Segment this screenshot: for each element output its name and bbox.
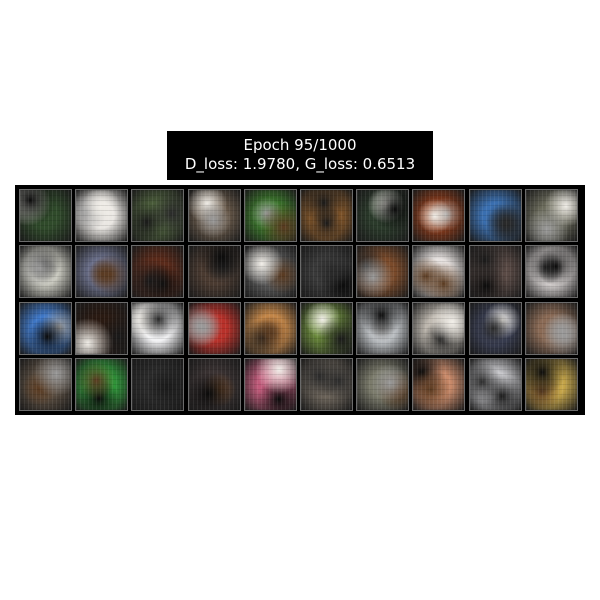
sample-image-r3-c9 (468, 301, 522, 355)
sample-image-r3-c1 (19, 301, 72, 355)
sample-image-r1-c3 (131, 189, 185, 242)
sample-image-r2-c4 (187, 245, 241, 299)
sample-image-r1-c4 (187, 189, 241, 242)
sample-image-r4-c4 (187, 357, 241, 411)
sample-image-r2-c2 (75, 245, 129, 299)
sample-image-r1-c1 (19, 189, 72, 242)
sample-image-r3-c4 (187, 301, 241, 355)
sample-image-r4-c7 (356, 357, 410, 411)
sample-image-r4-c1 (19, 357, 72, 411)
sample-image-r4-c6 (299, 357, 353, 411)
sample-image-r4-c3 (131, 357, 185, 411)
sample-image-r4-c8 (412, 357, 466, 411)
sample-image-r4-c10 (524, 357, 578, 411)
sample-image-r2-c1 (19, 245, 72, 299)
sample-image-r1-c7 (356, 189, 410, 242)
sample-image-r3-c5 (243, 301, 297, 355)
sample-image-r2-c10 (524, 245, 578, 299)
sample-image-r1-c6 (299, 189, 353, 242)
sample-image-r2-c7 (356, 245, 410, 299)
generated-samples-grid (15, 185, 585, 415)
figure-title: Epoch 95/1000 D_loss: 1.9780, G_loss: 0.… (167, 131, 433, 180)
sample-image-r1-c10 (524, 189, 578, 242)
sample-image-r1-c5 (243, 189, 297, 242)
sample-image-r1-c9 (468, 189, 522, 242)
sample-image-r3-c6 (299, 301, 353, 355)
sample-image-r4-c9 (468, 357, 522, 411)
sample-image-r3-c2 (75, 301, 129, 355)
sample-image-r3-c3 (131, 301, 185, 355)
sample-image-r2-c9 (468, 245, 522, 299)
sample-image-r1-c2 (75, 189, 129, 242)
sample-image-r3-c10 (524, 301, 578, 355)
sample-image-r2-c5 (243, 245, 297, 299)
sample-image-r4-c5 (243, 357, 297, 411)
sample-image-r4-c2 (75, 357, 129, 411)
sample-image-r2-c8 (412, 245, 466, 299)
sample-image-r3-c8 (412, 301, 466, 355)
epoch-label: Epoch 95/1000 (243, 136, 357, 154)
sample-image-r3-c7 (356, 301, 410, 355)
sample-image-r2-c3 (131, 245, 185, 299)
sample-image-r2-c6 (299, 245, 353, 299)
loss-label: D_loss: 1.9780, G_loss: 0.6513 (184, 155, 416, 173)
sample-image-r1-c8 (412, 189, 466, 242)
